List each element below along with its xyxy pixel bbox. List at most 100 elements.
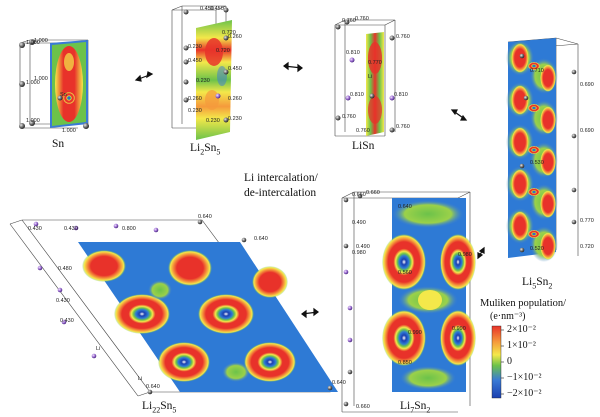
charge-lobe	[511, 85, 529, 115]
label-sn: Sn	[52, 138, 65, 150]
charge-lobe	[382, 234, 426, 290]
atom-population-label: 0.720	[580, 244, 594, 250]
atom-population-label: 0.520	[530, 246, 544, 252]
atom-population-label: 0.760	[396, 124, 410, 130]
process-label-line2: de-intercalation	[244, 187, 317, 199]
atom-population-label: 0.430	[64, 226, 78, 232]
atom-population-label: 0.690	[580, 128, 594, 134]
charge-lobe	[198, 294, 254, 334]
atom-population-label: 0.760	[355, 16, 369, 22]
li2sn5-cell	[171, 5, 232, 140]
atom-population-label: 0.660	[366, 190, 380, 196]
atom-population-label: 1.000	[26, 118, 40, 124]
atom-population-label: 0.530	[530, 160, 544, 166]
li22sn5-cell	[9, 219, 338, 397]
sn-charge-slab	[50, 40, 88, 128]
charge-lobe	[528, 146, 540, 154]
charge-lobe	[540, 148, 556, 176]
atom-population-label: 0.450	[188, 58, 202, 64]
atom-population-label: 0.230	[188, 108, 202, 114]
charge-lobe	[382, 310, 426, 366]
atom-population-label: 0.850	[398, 360, 412, 366]
charge-lobe	[148, 280, 172, 300]
li22sn5-charge-slab	[82, 250, 296, 382]
atom-population-label: 0.720	[222, 30, 236, 36]
li2sn5-charge-slab	[196, 20, 232, 140]
atom-population-label: 0.450	[200, 6, 214, 12]
charge-lobe	[528, 230, 540, 238]
charge-lobe	[528, 104, 540, 112]
atom-population-label: 0.640	[254, 236, 268, 242]
atom-population-label: 0.430	[56, 298, 70, 304]
atom-population-label: Li	[96, 346, 101, 352]
arrow-sn-li2sn5	[134, 71, 154, 82]
atom-population-label: 0.490	[352, 220, 366, 226]
legend-tick-label: −2×10⁻²	[507, 388, 542, 399]
charge-lobe	[158, 342, 210, 382]
charge-lobe	[418, 290, 442, 310]
li5sn2-charge-slab	[506, 40, 558, 262]
charge-lobe	[511, 43, 529, 73]
atom-population-label: 0.230	[188, 44, 202, 50]
charge-lobe	[528, 188, 540, 196]
charge-lobe	[511, 169, 529, 199]
li22sn5-atoms	[33, 219, 333, 395]
atom-population-label: 0.640	[146, 384, 160, 390]
li7sn2-atoms	[343, 193, 363, 407]
atom-population-label: 0.710	[530, 68, 544, 74]
legend-title-line1: Muliken population/	[480, 298, 567, 309]
atom-population-label: Sn	[60, 92, 67, 98]
charge-lobe	[440, 310, 476, 366]
atom-population-label: 0.800	[122, 226, 136, 232]
charge-lobe	[540, 190, 556, 218]
legend	[491, 325, 504, 399]
arrow-lisn-li5sn2	[450, 109, 468, 121]
atom-population-label: 0.810	[394, 92, 408, 98]
lisn-charge-slab	[366, 32, 384, 136]
atom-population-label: 0.430	[60, 318, 74, 324]
legend-title-line2: (e·nm⁻³)	[490, 311, 526, 322]
atom-population-label: 1.000	[34, 38, 48, 44]
atom-population-label: 0.260	[228, 96, 242, 102]
atom-population-label: 0.770	[580, 218, 594, 224]
charge-lobe	[540, 106, 556, 134]
atom-population-label: 0.760	[342, 114, 356, 120]
atom-population-label: 1.000	[26, 80, 40, 86]
atom-population-label: 0.660	[356, 404, 370, 410]
charge-lobe	[511, 127, 529, 157]
atom-population-label: 0.490	[356, 244, 370, 250]
label-lisn: LiSn	[352, 140, 375, 152]
charge-lobe	[540, 232, 556, 260]
atom-population-label: Li	[368, 74, 373, 80]
li5sn2-atoms	[519, 53, 577, 253]
atom-population-label: 0.450	[228, 66, 242, 72]
atom-population-label: Li	[138, 376, 143, 382]
lisn-cell	[334, 19, 396, 137]
li7sn2-charge-slab	[382, 200, 476, 390]
li2sn5-atoms	[183, 7, 229, 123]
process-label-line1: Li intercalation/	[244, 172, 318, 184]
charge-lobe	[252, 266, 288, 298]
atom-population-label: 0.810	[346, 50, 360, 56]
arrow-li7sn2-li22sn5	[301, 307, 319, 319]
arrow-li2sn5-lisn	[283, 61, 303, 73]
atom-population-label: 0.990	[408, 330, 422, 336]
legend-tick-label: 2×10⁻²	[507, 324, 536, 335]
arrow-li5sn2-li7sn2	[477, 246, 485, 260]
atom-population-label: 0.760	[396, 34, 410, 40]
atom-population-label: 0.990	[452, 326, 466, 332]
charge-lobe	[528, 62, 540, 70]
atom-population-label: 0.260	[228, 34, 242, 40]
charge-lobe	[222, 362, 250, 382]
atom-population-label: 0.770	[368, 60, 382, 66]
cycle-arrows	[134, 61, 485, 319]
label-li22sn5: Li22Sn5	[142, 400, 177, 415]
legend-tick-label: −1×10⁻²	[507, 372, 542, 383]
charge-lobe	[540, 64, 556, 92]
label-li7sn2: Li7Sn2	[400, 400, 431, 415]
li5sn2-cell	[506, 37, 579, 262]
legend-tick-label: 0	[507, 356, 512, 367]
sn-cell	[19, 39, 89, 129]
atom-population-label: 0.640	[198, 214, 212, 220]
